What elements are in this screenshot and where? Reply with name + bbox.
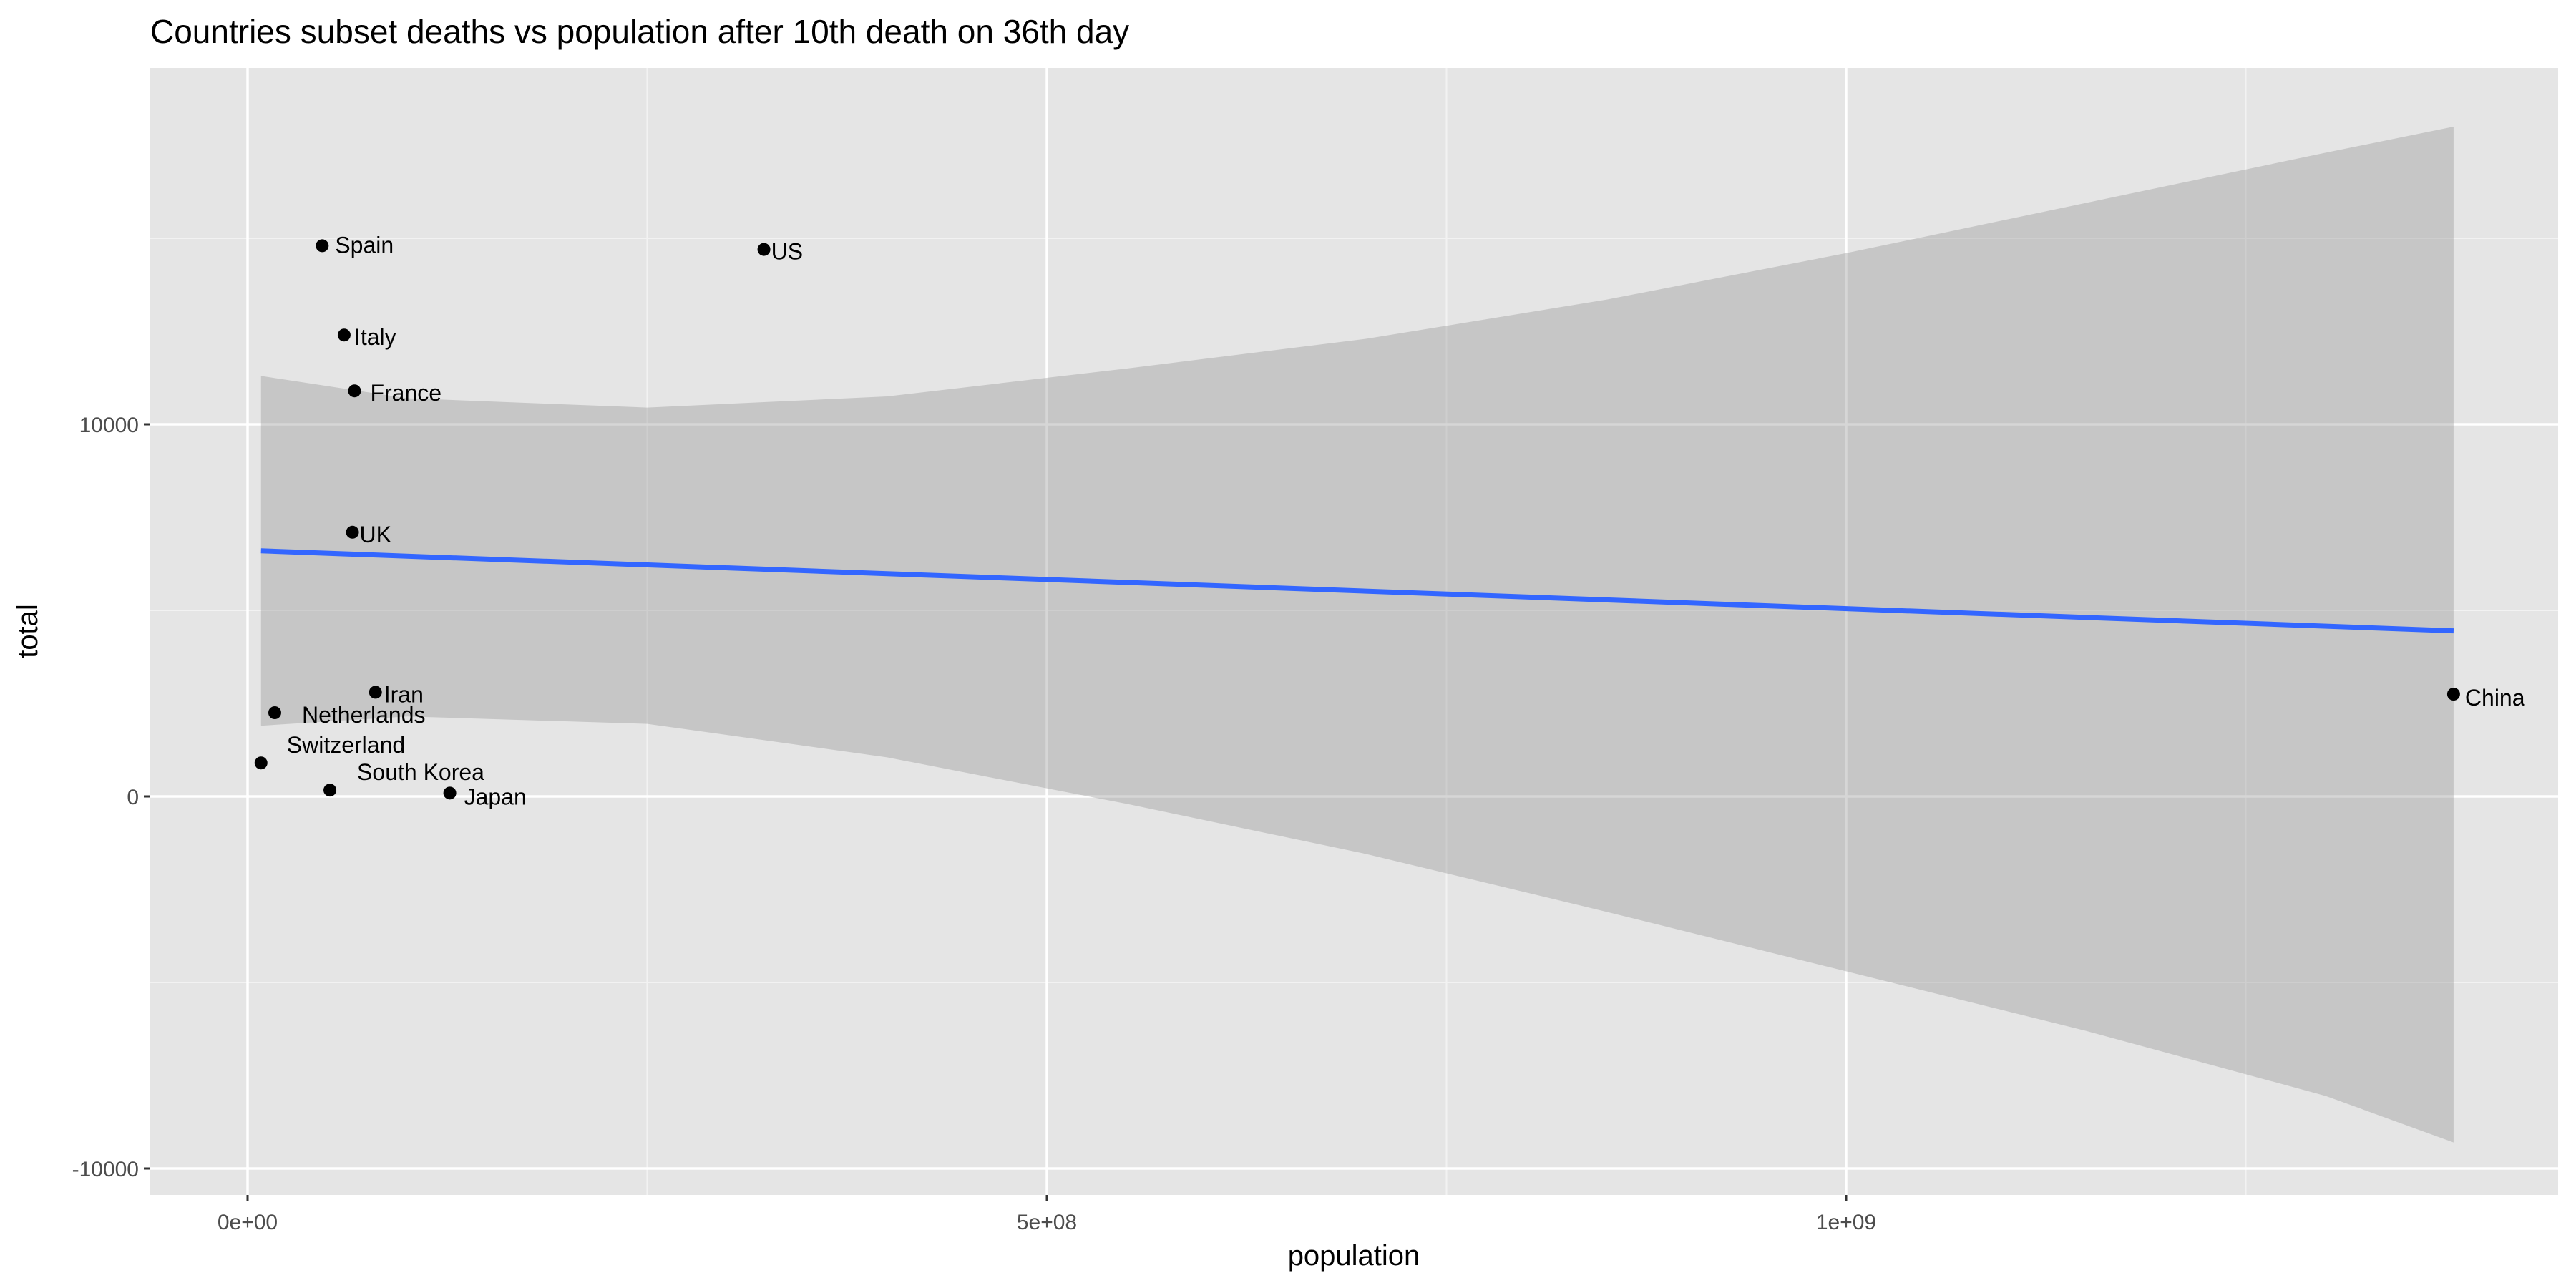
plot-panel bbox=[150, 68, 2558, 1195]
data-point bbox=[2446, 688, 2460, 701]
y-axis: -10000 0 10000 bbox=[72, 414, 150, 1181]
x-axis: 0e+00 5e+08 1e+09 bbox=[218, 1195, 1876, 1234]
data-point bbox=[348, 384, 361, 398]
y-tick-label: -10000 bbox=[72, 1158, 139, 1181]
point-label: UK bbox=[360, 522, 391, 547]
grid-minor bbox=[150, 68, 2558, 1195]
chart-title: Countries subset deaths vs population af… bbox=[150, 13, 1129, 50]
data-point bbox=[369, 686, 382, 699]
data-point bbox=[254, 756, 268, 770]
data-point bbox=[346, 525, 359, 539]
y-tick-label: 0 bbox=[127, 786, 139, 809]
data-point bbox=[268, 706, 281, 719]
x-tick-label: 0e+00 bbox=[218, 1211, 278, 1234]
data-point bbox=[757, 243, 771, 256]
confidence-band bbox=[260, 127, 2454, 1143]
data-points bbox=[254, 239, 2460, 800]
data-point bbox=[337, 328, 351, 342]
grid-major bbox=[150, 68, 2558, 1195]
y-tick-label: 10000 bbox=[79, 414, 139, 437]
x-tick-label: 5e+08 bbox=[1017, 1211, 1077, 1234]
point-label: China bbox=[2465, 685, 2525, 711]
point-label: Switzerland bbox=[287, 732, 405, 758]
point-label: South Korea bbox=[357, 759, 484, 785]
point-label: France bbox=[370, 380, 441, 406]
point-label: Japan bbox=[464, 784, 527, 809]
y-axis-title: total bbox=[12, 604, 44, 658]
point-label: US bbox=[771, 239, 803, 265]
point-label: Italy bbox=[354, 324, 396, 350]
data-point bbox=[443, 786, 457, 800]
point-label: Netherlands bbox=[302, 702, 426, 728]
x-axis-title: population bbox=[1288, 1240, 1420, 1272]
point-label: Iran bbox=[384, 681, 424, 707]
data-point bbox=[323, 784, 337, 797]
data-point bbox=[316, 239, 329, 253]
point-label: Spain bbox=[335, 232, 394, 258]
trend-line bbox=[260, 548, 2454, 634]
x-tick-label: 1e+09 bbox=[1816, 1211, 1876, 1234]
